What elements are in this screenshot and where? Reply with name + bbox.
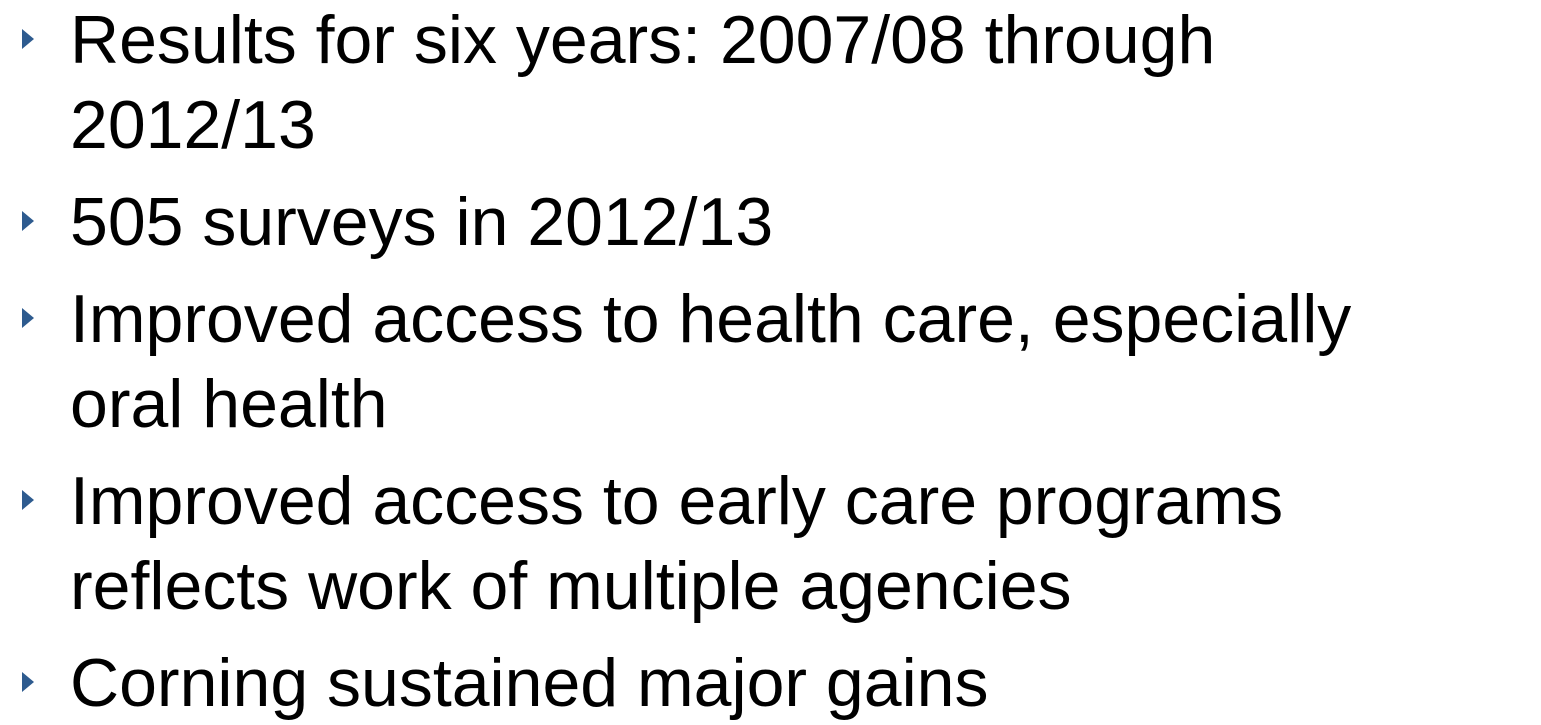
- bullet-text: Corning sustained major gains: [70, 645, 989, 721]
- bullet-text: Improved access to early care programs: [70, 463, 1283, 539]
- bullet-text: Results for six years: 2007/08 through: [70, 2, 1215, 78]
- bullet-text: oral health: [70, 366, 388, 442]
- bullet-text: 2012/13: [70, 87, 316, 163]
- bullet-marker: [22, 308, 34, 328]
- bullet-marker: [22, 29, 34, 49]
- bullet-marker: [22, 211, 34, 231]
- bullet-marker: [22, 490, 34, 510]
- bullet-text: 505 surveys in 2012/13: [70, 184, 773, 260]
- bullet-text: Improved access to health care, especial…: [70, 281, 1351, 357]
- bullet-marker: [22, 672, 34, 692]
- bullet-text: reflects work of multiple agencies: [70, 548, 1072, 624]
